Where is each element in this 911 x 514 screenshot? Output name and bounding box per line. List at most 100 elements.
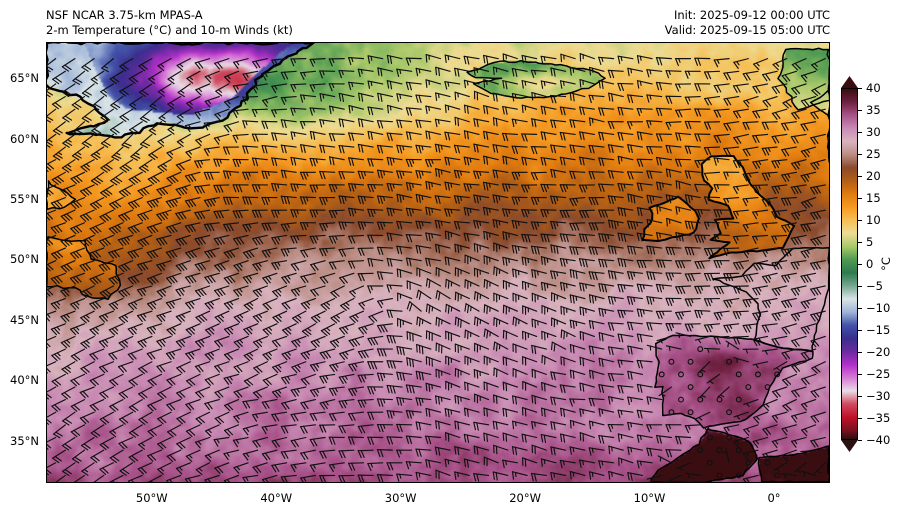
wind-barb xyxy=(290,107,307,116)
wind-barb xyxy=(473,421,490,431)
wind-barb xyxy=(560,281,576,292)
wind-barb xyxy=(61,386,76,400)
wind-barb xyxy=(684,120,701,130)
wind-barb xyxy=(627,296,644,305)
lat-label: 40°N xyxy=(10,373,39,388)
wind-barb xyxy=(415,193,432,203)
wind-barb xyxy=(223,474,240,482)
wind-barb xyxy=(70,424,86,438)
wind-barb xyxy=(175,260,191,272)
wind-barb xyxy=(771,260,788,271)
wind-barb xyxy=(348,56,365,66)
wind-barb xyxy=(735,447,742,454)
wind-barb xyxy=(328,58,345,67)
wind-barb xyxy=(752,260,769,271)
wind-barb xyxy=(540,281,557,292)
wind-barb xyxy=(166,399,182,411)
wind-barb xyxy=(607,396,624,405)
wind-barb xyxy=(79,386,95,399)
wind-barb xyxy=(588,246,605,256)
wind-barb xyxy=(90,171,105,186)
wind-barb xyxy=(117,361,134,373)
wind-barb xyxy=(108,297,124,311)
wind-barb xyxy=(687,358,694,365)
wind-barb xyxy=(280,119,297,129)
wind-barb xyxy=(242,70,259,82)
wind-barb xyxy=(531,92,547,101)
wind-barb xyxy=(347,462,365,471)
calm-wind-circle xyxy=(735,472,742,479)
wind-barb xyxy=(540,105,557,115)
wind-barb xyxy=(185,247,201,260)
wind-barb xyxy=(348,386,365,397)
wind-barb xyxy=(774,472,781,479)
wind-barb xyxy=(79,411,95,425)
wind-barb xyxy=(483,432,499,443)
wind-barb xyxy=(550,341,567,352)
wind-barb xyxy=(675,260,692,269)
wind-barb xyxy=(252,285,268,298)
wind-barb xyxy=(348,105,365,114)
wind-barb xyxy=(675,132,692,141)
wind-barb xyxy=(100,108,115,123)
wind-barb xyxy=(242,424,259,436)
wind-barb xyxy=(376,195,393,205)
wind-barb xyxy=(242,196,259,205)
wind-barb xyxy=(665,246,682,256)
wind-barb xyxy=(483,304,499,315)
wind-barb xyxy=(176,411,191,425)
colorbar-tick xyxy=(858,374,862,375)
wind-barb xyxy=(62,133,76,148)
wind-barb xyxy=(531,344,547,355)
wind-barb xyxy=(483,54,499,65)
map-panel[interactable] xyxy=(46,42,830,483)
wind-barb xyxy=(138,436,153,450)
wind-barb xyxy=(733,357,749,364)
wind-barb xyxy=(79,184,95,197)
wind-barb xyxy=(204,70,220,83)
wind-barb xyxy=(415,471,432,481)
wind-barb xyxy=(646,94,663,103)
wind-barb xyxy=(424,159,442,168)
wind-barb xyxy=(588,171,605,180)
wind-barb xyxy=(252,310,268,323)
wind-barb xyxy=(771,133,788,144)
calm-wind-circle xyxy=(658,371,665,378)
colorbar-tick xyxy=(858,220,862,221)
wind-barb xyxy=(416,316,432,327)
colorbar[interactable]: 40 35 30 25 20 15 10 5 0 −5 −10 −15 −20 −25 −30 −35 −40 xyxy=(841,76,890,452)
wind-barb xyxy=(300,297,316,310)
wind-barb xyxy=(464,381,480,392)
wind-barb xyxy=(588,222,605,231)
wind-barb xyxy=(47,83,57,98)
wind-barb xyxy=(60,234,76,248)
wind-barb xyxy=(233,285,249,297)
wind-barb xyxy=(358,323,374,335)
wind-barb xyxy=(129,121,143,135)
wind-barb xyxy=(243,348,259,362)
wind-barb xyxy=(752,133,769,144)
wind-barb xyxy=(434,446,451,456)
wind-barb xyxy=(656,232,672,241)
wind-barb xyxy=(502,155,518,165)
wind-barb xyxy=(810,159,826,171)
wind-barb xyxy=(330,310,345,324)
wind-barb xyxy=(338,474,355,482)
calm-wind-circle xyxy=(774,472,781,479)
wind-barb xyxy=(800,171,817,183)
wind-barb xyxy=(483,79,499,88)
wind-barb xyxy=(617,283,634,293)
wind-barb xyxy=(396,423,413,433)
wind-barb xyxy=(71,146,86,161)
wind-barb xyxy=(338,399,355,409)
wind-barb xyxy=(703,272,721,281)
wind-barb xyxy=(425,407,442,418)
wind-barb xyxy=(299,171,316,180)
colorbar-tick-label: 35 xyxy=(866,103,881,117)
wind-barb xyxy=(755,371,761,378)
wind-barb xyxy=(339,272,355,285)
wind-barb xyxy=(463,207,480,217)
wind-barb xyxy=(100,83,115,97)
wind-barb xyxy=(454,368,470,378)
wind-barb xyxy=(771,285,788,297)
